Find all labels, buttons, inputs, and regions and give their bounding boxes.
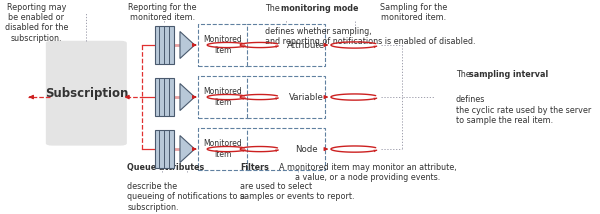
Bar (198, 24, 248, 66)
Text: Subscription: Subscription (44, 87, 128, 100)
Bar (155, 130, 173, 168)
Text: describe the
queueing of notifications to a
subscription.: describe the queueing of notifications t… (127, 182, 245, 212)
Bar (247, 24, 325, 66)
Text: Variable: Variable (289, 92, 323, 102)
Bar (247, 76, 325, 118)
Bar (155, 78, 173, 116)
Bar (198, 76, 248, 118)
Text: Reporting may
be enabled or
disabled for the
subscription.: Reporting may be enabled or disabled for… (5, 3, 68, 43)
Text: Monitored
Item: Monitored Item (204, 87, 242, 107)
Text: defines
the cyclic rate used by the server
to sample the real item.: defines the cyclic rate used by the serv… (455, 95, 591, 125)
Text: sampling interval: sampling interval (469, 70, 548, 79)
Polygon shape (180, 136, 194, 163)
Text: Sampling for the
monitored item.: Sampling for the monitored item. (380, 3, 447, 22)
Text: Attribute: Attribute (287, 40, 325, 49)
Bar (247, 128, 325, 170)
Polygon shape (180, 31, 194, 58)
Text: Queue attributes: Queue attributes (127, 163, 205, 172)
Bar (155, 26, 173, 64)
Text: defines whether sampling,
and reporting of notifications is enabled of disabled.: defines whether sampling, and reporting … (265, 27, 476, 46)
Bar (198, 128, 248, 170)
Text: monitoring mode: monitoring mode (281, 4, 358, 13)
FancyBboxPatch shape (46, 41, 127, 146)
Polygon shape (180, 83, 194, 111)
Text: are used to select
samples or events to report.: are used to select samples or events to … (241, 182, 355, 201)
Text: Reporting for the
monitored item.: Reporting for the monitored item. (128, 3, 197, 22)
Text: The: The (265, 4, 283, 13)
Text: Filters: Filters (241, 163, 269, 172)
Text: Node: Node (295, 145, 317, 154)
Text: Monitored
Item: Monitored Item (204, 139, 242, 159)
Text: Monitored
Item: Monitored Item (204, 35, 242, 55)
Text: A monitored item may monitor an attribute,
a value, or a node providing events.: A monitored item may monitor an attribut… (279, 163, 457, 182)
Text: The: The (455, 70, 473, 79)
